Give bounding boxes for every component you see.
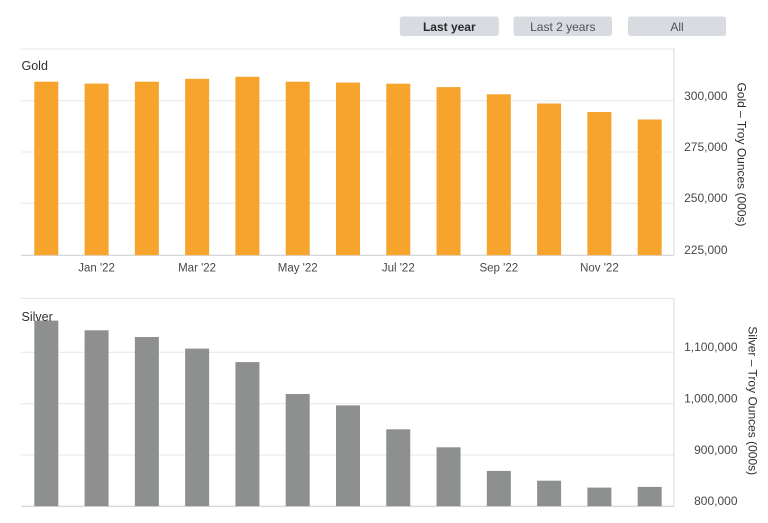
svg-text:Sep '22: Sep '22: [479, 263, 518, 275]
svg-text:Silver – Troy Ounces (000s): Silver – Troy Ounces (000s): [746, 326, 760, 475]
svg-text:900,000: 900,000: [694, 443, 738, 457]
svg-text:225,000: 225,000: [684, 243, 728, 257]
svg-text:1,100,000: 1,100,000: [684, 340, 738, 354]
svg-text:Nov '22: Nov '22: [580, 263, 619, 275]
svg-text:800,000: 800,000: [694, 494, 738, 508]
svg-text:May '22: May '22: [278, 263, 318, 275]
svg-text:Gold: Gold: [22, 59, 48, 73]
svg-text:Mar '22: Mar '22: [178, 263, 216, 275]
svg-text:1,000,000: 1,000,000: [684, 392, 738, 406]
svg-text:300,000: 300,000: [684, 89, 728, 103]
svg-text:275,000: 275,000: [684, 140, 728, 154]
svg-text:Gold – Troy Ounces (000s): Gold – Troy Ounces (000s): [735, 82, 749, 226]
svg-text:250,000: 250,000: [684, 191, 728, 205]
svg-text:Last 2 years: Last 2 years: [530, 20, 595, 34]
svg-text:Jul '22: Jul '22: [382, 263, 415, 275]
svg-text:Jan '22: Jan '22: [78, 263, 115, 275]
svg-text:Silver: Silver: [22, 310, 53, 324]
svg-text:Last year: Last year: [423, 20, 476, 34]
svg-text:All: All: [670, 20, 683, 34]
